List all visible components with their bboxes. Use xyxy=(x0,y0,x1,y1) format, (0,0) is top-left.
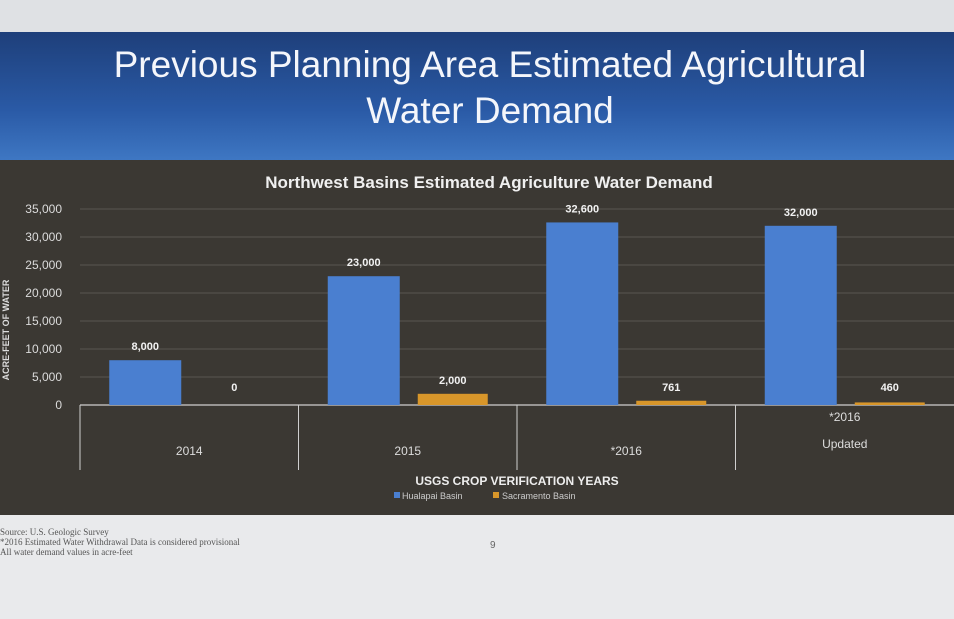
bar-hualapai xyxy=(109,360,182,405)
bar-sacramento xyxy=(636,400,707,405)
chart-title: Northwest Basins Estimated Agriculture W… xyxy=(265,173,712,192)
note-units: All water demand values in acre-feet xyxy=(0,547,133,557)
y-axis-label: ACRE-FEET OF WATER xyxy=(1,279,11,380)
y-tick-label: 25,000 xyxy=(25,258,62,272)
note-provisional: *2016 Estimated Water Withdrawal Data is… xyxy=(0,537,240,547)
slide-header xyxy=(0,32,954,162)
y-tick-label: 0 xyxy=(55,398,62,412)
y-tick-label: 15,000 xyxy=(25,314,62,328)
y-tick-label: 35,000 xyxy=(25,202,62,216)
data-label: 460 xyxy=(881,382,899,394)
data-label: 32,600 xyxy=(565,203,599,215)
bar-hualapai xyxy=(327,276,400,405)
page-margin xyxy=(0,0,954,32)
y-tick-label: 5,000 xyxy=(32,370,62,384)
slide-title: Previous Planning Area Estimated Agricul… xyxy=(0,42,954,134)
legend-swatch-hualapai xyxy=(394,492,400,498)
bar-hualapai xyxy=(764,225,837,405)
bar-sacramento xyxy=(854,402,925,405)
data-label: 761 xyxy=(662,382,680,394)
page-number: 9 xyxy=(490,540,496,551)
x-axis-label: USGS CROP VERIFICATION YEARS xyxy=(415,474,618,488)
y-tick-label: 10,000 xyxy=(25,342,62,356)
legend-swatch-sacramento xyxy=(493,492,499,498)
title-line-1: Previous Planning Area Estimated Agricul… xyxy=(113,44,867,85)
data-label: 32,000 xyxy=(784,207,818,219)
legend-label-hualapai: Hualapai Basin xyxy=(402,491,463,501)
x-tick-label: Updated xyxy=(822,437,867,451)
note-source: Source: U.S. Geologic Survey xyxy=(0,527,109,537)
data-label: 2,000 xyxy=(439,375,467,387)
legend-label-sacramento: Sacramento Basin xyxy=(502,491,576,501)
title-line-2: Water Demand xyxy=(366,90,614,131)
bar-sacramento xyxy=(417,393,488,405)
x-tick-label: 2015 xyxy=(394,444,421,458)
y-tick-label: 20,000 xyxy=(25,286,62,300)
x-tick-label: *2016 xyxy=(829,410,861,424)
y-tick-label: 30,000 xyxy=(25,230,62,244)
bar-hualapai xyxy=(546,222,619,405)
footnotes: Source: U.S. Geologic Survey *2016 Estim… xyxy=(0,527,240,557)
x-tick-label: 2014 xyxy=(176,444,203,458)
data-label: 8,000 xyxy=(131,341,159,353)
data-label: 0 xyxy=(231,382,237,394)
data-label: 23,000 xyxy=(347,257,381,269)
x-tick-label: *2016 xyxy=(611,444,643,458)
